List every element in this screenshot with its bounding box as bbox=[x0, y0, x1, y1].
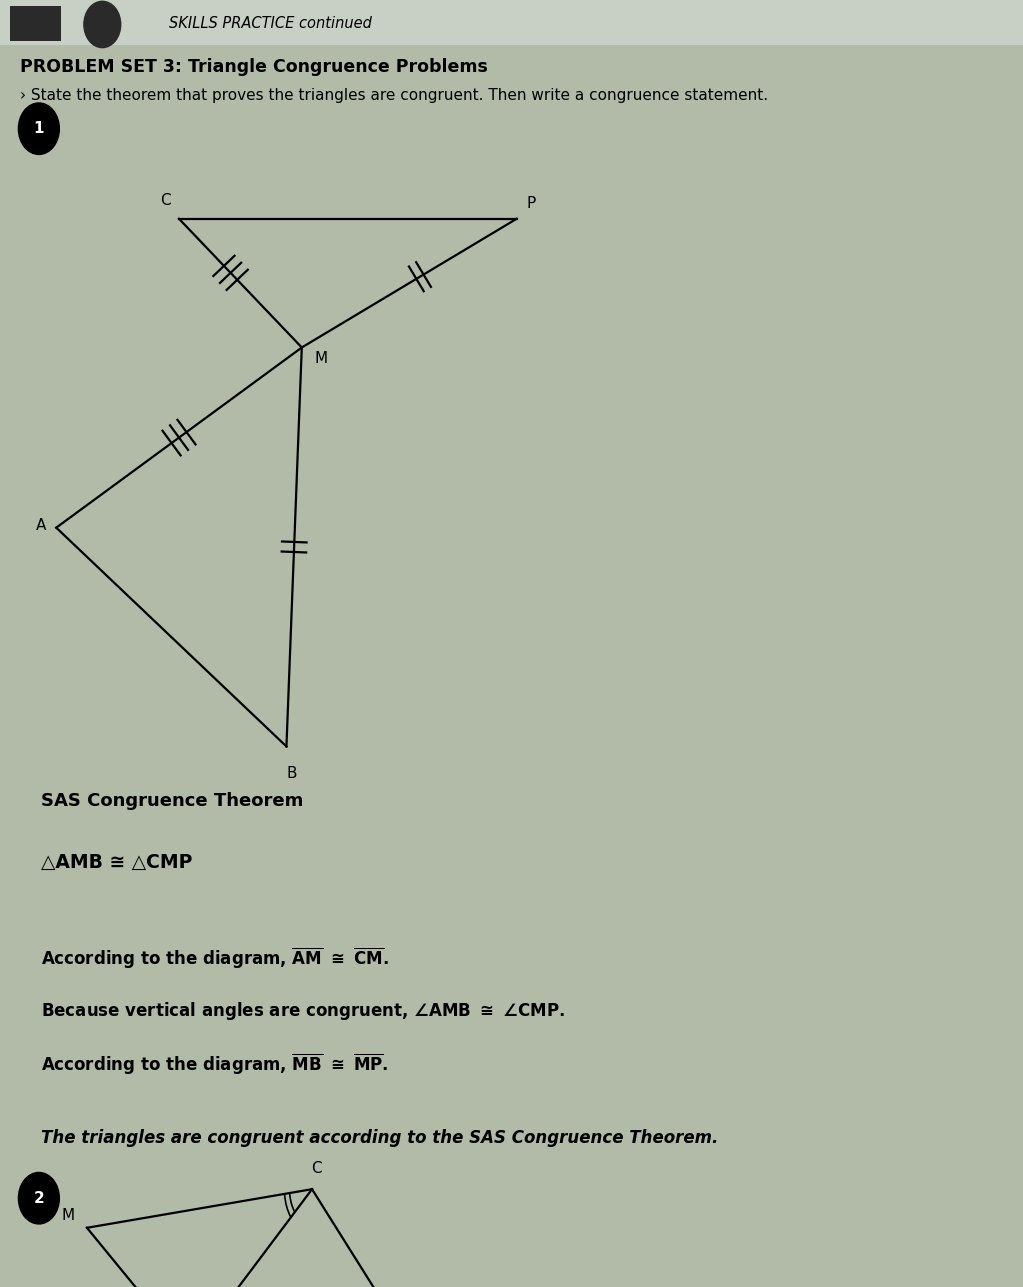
Text: The triangles are congruent according to the SAS Congruence Theorem.: The triangles are congruent according to… bbox=[41, 1129, 718, 1147]
Text: C: C bbox=[311, 1161, 321, 1176]
Text: M: M bbox=[314, 351, 327, 367]
Text: C: C bbox=[161, 193, 171, 208]
Circle shape bbox=[18, 103, 59, 154]
Text: A: A bbox=[36, 517, 46, 533]
Text: 1: 1 bbox=[34, 121, 44, 136]
Text: △AMB ≅ △CMP: △AMB ≅ △CMP bbox=[41, 853, 192, 873]
Text: According to the diagram, $\overline{\mathbf{MB}}$ $\mathbf{\cong}$ $\overline{\: According to the diagram, $\overline{\ma… bbox=[41, 1051, 389, 1077]
Text: PROBLEM SET 3: Triangle Congruence Problems: PROBLEM SET 3: Triangle Congruence Probl… bbox=[20, 58, 488, 76]
Text: › State the theorem that proves the triangles are congruent. Then write a congru: › State the theorem that proves the tria… bbox=[20, 88, 768, 103]
Text: 2: 2 bbox=[34, 1190, 44, 1206]
Text: B: B bbox=[286, 766, 297, 781]
Text: Because vertical angles are congruent, $\mathbf{\angle}$AMB $\mathbf{\cong}$ $\m: Because vertical angles are congruent, $… bbox=[41, 1000, 565, 1022]
Text: SKILLS PRACTICE continued: SKILLS PRACTICE continued bbox=[169, 15, 371, 31]
Text: SAS Congruence Theorem: SAS Congruence Theorem bbox=[41, 792, 303, 810]
Circle shape bbox=[84, 1, 121, 48]
FancyBboxPatch shape bbox=[0, 0, 1023, 45]
Circle shape bbox=[18, 1172, 59, 1224]
Text: P: P bbox=[527, 196, 536, 211]
FancyBboxPatch shape bbox=[10, 6, 61, 41]
Text: M: M bbox=[61, 1207, 75, 1223]
Text: According to the diagram, $\overline{\mathbf{AM}}$ $\mathbf{\cong}$ $\overline{\: According to the diagram, $\overline{\ma… bbox=[41, 946, 389, 972]
